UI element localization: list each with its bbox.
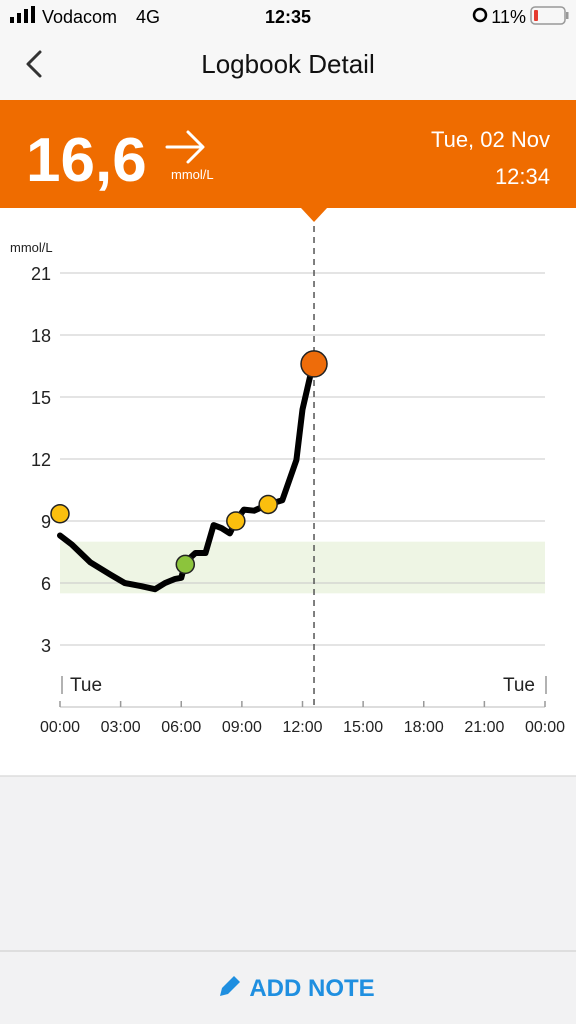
- reading-point: [258, 494, 278, 515]
- reading-point: [175, 554, 196, 575]
- reading-point: [300, 350, 328, 378]
- glucose-line: [57, 360, 317, 593]
- alarm-icon: [472, 7, 488, 23]
- nav-title: Logbook Detail: [201, 49, 374, 79]
- day-label: Tue: [503, 675, 535, 696]
- x-tick-label: 12:00: [282, 719, 322, 736]
- top-bar: [0, 0, 576, 100]
- reading-unit: mmol/L: [171, 167, 214, 182]
- reading-point: [50, 504, 70, 524]
- y-tick-label: 3: [41, 636, 51, 656]
- x-tick-label: 21:00: [464, 719, 504, 736]
- y-tick-label: 9: [41, 512, 51, 532]
- x-tick-label: 15:00: [343, 719, 383, 736]
- current-time-pointer: [301, 208, 328, 222]
- x-tick-label: 03:00: [101, 719, 141, 736]
- reading-header: [0, 100, 576, 208]
- x-tick-label: 18:00: [404, 719, 444, 736]
- trend-arrow: [165, 130, 205, 164]
- carrier: Vodacom: [42, 7, 117, 27]
- pencil-icon: [220, 976, 240, 996]
- add-note-button[interactable]: ADD NOTE: [220, 975, 375, 1002]
- y-tick-label: 6: [41, 574, 51, 594]
- reading-point: [226, 511, 246, 531]
- battery-text: 11%: [491, 7, 526, 27]
- x-tick-label: 00:00: [40, 719, 80, 736]
- y-tick-label: 15: [31, 388, 51, 408]
- reading-time: 12:34: [495, 164, 550, 189]
- battery-icon: [530, 6, 569, 25]
- y-tick-label: 18: [31, 326, 51, 346]
- y-tick-label: 21: [31, 264, 51, 284]
- network: 4G: [136, 7, 160, 27]
- x-tick-label: 09:00: [222, 719, 262, 736]
- x-tick-label: 06:00: [161, 719, 201, 736]
- reading-value: 16,6: [26, 126, 147, 195]
- button-label: ADD NOTE: [249, 975, 374, 1002]
- y-axis-label: mmol/L: [10, 240, 53, 255]
- back-button[interactable]: [26, 50, 42, 78]
- x-tick-label: 00:00: [525, 719, 565, 736]
- signal-icon: [10, 6, 35, 23]
- reading-date: Tue, 02 Nov: [431, 127, 550, 152]
- clock: 12:35: [265, 7, 311, 27]
- day-label: Tue: [70, 675, 102, 696]
- chart: mmol/L 3 6 9 12 15 18 21 00:00 03:00 06:00 09:00 12:…: [10, 208, 565, 736]
- y-tick-label: 12: [31, 450, 51, 470]
